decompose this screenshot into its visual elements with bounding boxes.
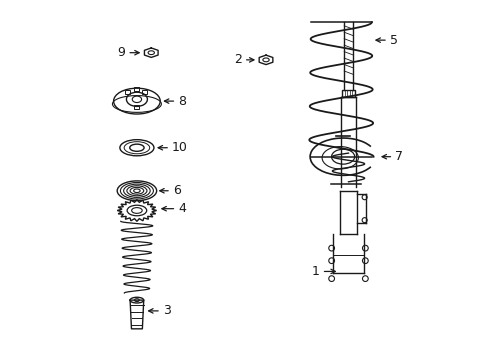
Text: 6: 6 [172, 184, 180, 197]
Bar [134, 105, 139, 109]
Bar [134, 87, 139, 91]
Text: 3: 3 [163, 305, 170, 318]
Bar [341, 90, 354, 97]
Text: 4: 4 [178, 202, 185, 215]
Bar [125, 90, 130, 94]
Bar [142, 90, 146, 94]
Text: 10: 10 [171, 141, 187, 154]
Text: 8: 8 [178, 95, 186, 108]
Text: 7: 7 [394, 150, 402, 163]
Text: 5: 5 [389, 33, 397, 47]
Text: 9: 9 [117, 46, 125, 59]
Text: 2: 2 [234, 53, 242, 66]
Text: 1: 1 [311, 265, 319, 278]
